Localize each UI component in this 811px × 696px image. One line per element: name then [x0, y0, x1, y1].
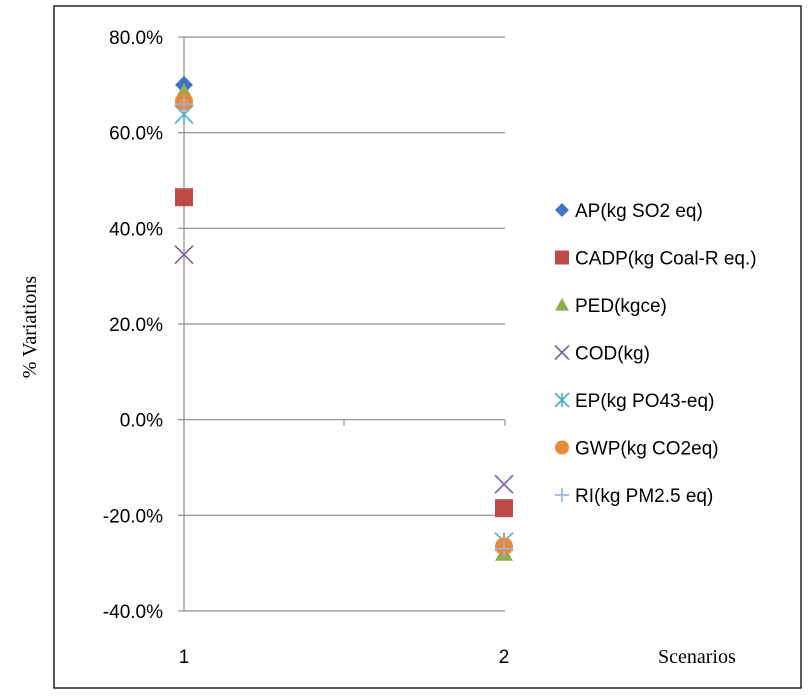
gridlines	[184, 36, 505, 612]
y-tick-label: 0.0%	[120, 411, 163, 432]
y-tick-label: 40.0%	[109, 219, 163, 240]
legend-item-ped: PED(kgce)	[555, 296, 667, 317]
y-tick-label: 20.0%	[109, 315, 163, 336]
legend-label-cod: COD(kg)	[575, 344, 650, 365]
point-cod-2-stroke	[494, 474, 514, 494]
x-tick-label: 2	[499, 647, 510, 668]
legend-item-cod: COD(kg)	[554, 344, 650, 365]
legend-label-ap: AP(kg SO2 eq)	[575, 201, 703, 222]
y-tick-labels: -40.0% -20.0% 0.0% 20.0% 40.0% 60.0% 80.0%	[103, 28, 163, 623]
legend-label-cadp: CADP(kg Coal-R eq.)	[575, 249, 757, 270]
legend-marker-ep	[554, 392, 570, 408]
data-points	[174, 75, 514, 561]
point-cadp-2	[495, 499, 513, 518]
legend: AP(kg SO2 eq) CADP(kg Coal-R eq.) PED(kgce…	[554, 201, 757, 507]
axes	[178, 36, 506, 612]
legend-marker-ped	[555, 298, 569, 311]
point-ri-1	[175, 94, 193, 113]
legend-marker-gwp	[555, 440, 569, 455]
y-tick-label: -20.0%	[103, 506, 163, 527]
legend-marker-ri	[555, 488, 569, 502]
point-cod-1-stroke	[174, 245, 194, 265]
legend-item-cadp: CADP(kg Coal-R eq.)	[555, 249, 757, 270]
point-ri-2	[495, 539, 513, 558]
legend-label-ep: EP(kg PO43-eq)	[575, 391, 714, 412]
y-tick-label: 60.0%	[109, 124, 163, 145]
y-axis-title: % Variations	[19, 276, 41, 379]
legend-label-ri: RI(kg PM2.5 eq)	[575, 486, 713, 507]
point-cadp-1	[175, 188, 193, 207]
legend-label-ped: PED(kgce)	[575, 296, 667, 317]
legend-marker-cod-stroke	[554, 344, 570, 361]
y-tick-label: 80.0%	[109, 28, 163, 49]
legend-marker-cadp	[555, 250, 569, 265]
legend-marker-ap	[555, 203, 569, 217]
chart-border	[53, 5, 802, 689]
legend-item-ap: AP(kg SO2 eq)	[555, 201, 703, 222]
legend-item-ep: EP(kg PO43-eq)	[554, 391, 714, 412]
legend-label-gwp: GWP(kg CO2eq)	[575, 439, 719, 460]
y-tick-label: -40.0%	[103, 602, 163, 623]
x-tick-label: 1	[179, 647, 190, 668]
x-axis-title: Scenarios	[658, 646, 736, 668]
legend-item-gwp: GWP(kg CO2eq)	[555, 439, 719, 460]
legend-marker-cod	[554, 344, 570, 361]
point-cod-2	[494, 474, 514, 494]
point-cod-1	[174, 245, 194, 265]
legend-item-ri: RI(kg PM2.5 eq)	[555, 486, 713, 507]
